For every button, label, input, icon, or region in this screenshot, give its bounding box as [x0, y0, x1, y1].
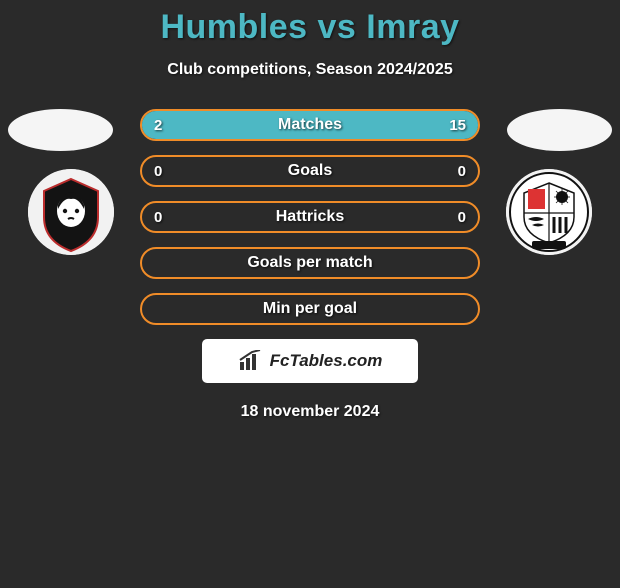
stat-goals: 0 Goals 0	[140, 155, 480, 187]
crest-right	[506, 169, 592, 255]
stat-label: Goals	[142, 157, 478, 185]
comparison-area: 2 Matches 15 0 Goals 0 0 Hattricks 0 Goa…	[0, 109, 620, 421]
stat-hattricks: 0 Hattricks 0	[140, 201, 480, 233]
stat-goals-per-match: Goals per match	[140, 247, 480, 279]
date: 18 november 2024	[0, 403, 620, 421]
flag-left	[8, 109, 113, 151]
stat-min-per-goal: Min per goal	[140, 293, 480, 325]
stat-value-right: 0	[458, 157, 466, 185]
stat-value-right: 0	[458, 203, 466, 231]
stat-label: Goals per match	[142, 249, 478, 277]
stat-label: Min per goal	[142, 295, 478, 323]
stat-label: Matches	[142, 111, 478, 139]
flag-right	[507, 109, 612, 151]
watermark: FcTables.com	[202, 339, 418, 383]
page-title: Humbles vs Imray	[0, 8, 620, 47]
stat-label: Hattricks	[142, 203, 478, 231]
stats-list: 2 Matches 15 0 Goals 0 0 Hattricks 0 Goa…	[140, 109, 480, 325]
stat-matches: 2 Matches 15	[140, 109, 480, 141]
stat-value-right: 15	[449, 111, 466, 139]
subtitle: Club competitions, Season 2024/2025	[0, 61, 620, 79]
watermark-text: FcTables.com	[270, 351, 383, 371]
crest-left	[28, 169, 114, 255]
chart-icon	[238, 350, 264, 372]
